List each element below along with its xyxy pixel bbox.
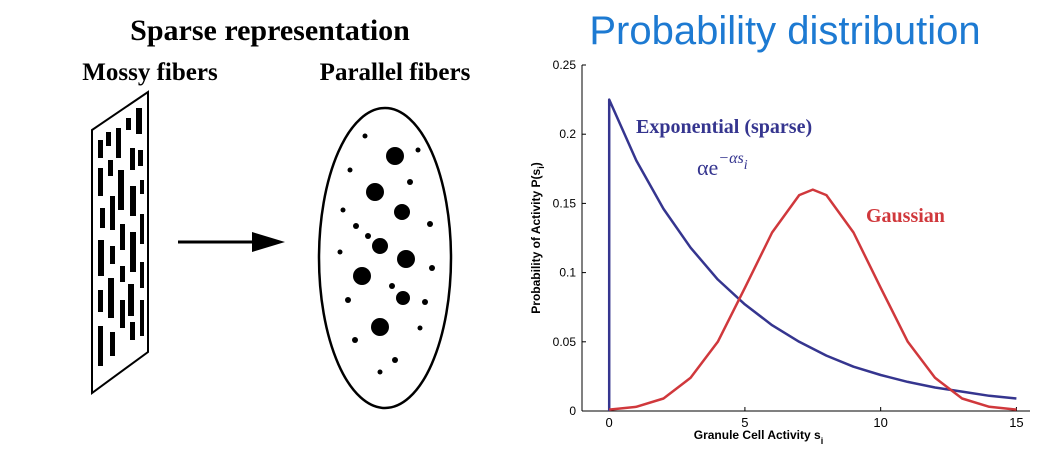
y-tick-label: 0.25 (553, 58, 577, 72)
y-tick-label: 0 (569, 404, 576, 418)
series-label: Exponential (sparse) (636, 116, 812, 138)
formula-exponent: −αs (718, 150, 743, 167)
chart-title: Probability distribution (589, 9, 980, 53)
y-tick-label: 0.2 (559, 127, 576, 141)
x-tick-label: 0 (606, 415, 613, 430)
y-axis-label-text: Probability of Activity P(s (529, 168, 543, 313)
mossy-fibers (92, 92, 148, 393)
series-label: Gaussian (866, 205, 945, 227)
formula: αe−αsi (697, 150, 748, 180)
x-axis-label-sub: i (821, 436, 824, 446)
y-axis-label: Probability of Activity P(si) (529, 162, 546, 313)
figure: Sparse representation Mossy fibers Paral… (0, 0, 1060, 460)
y-tick-label: 0.05 (553, 335, 577, 349)
arrow (178, 232, 285, 252)
y-tick-label: 0.1 (559, 266, 576, 280)
y-tick-label: 0.15 (553, 196, 577, 210)
x-axis-label: Granule Cell Activity si (694, 428, 823, 446)
y-axis-label-close: ) (529, 162, 543, 166)
parallel-label: Parallel fibers (320, 59, 471, 86)
formula-subscript: i (744, 158, 748, 173)
parallel-fibers (319, 108, 451, 408)
diagram-title: Sparse representation (130, 14, 410, 47)
x-tick-label: 15 (1009, 415, 1023, 430)
formula-base: αe (697, 155, 718, 180)
mossy-label: Mossy fibers (82, 59, 218, 86)
x-tick-label: 10 (873, 415, 887, 430)
series-line (609, 190, 1016, 410)
series-line (609, 100, 1016, 411)
x-axis-label-text: Granule Cell Activity s (694, 428, 821, 442)
